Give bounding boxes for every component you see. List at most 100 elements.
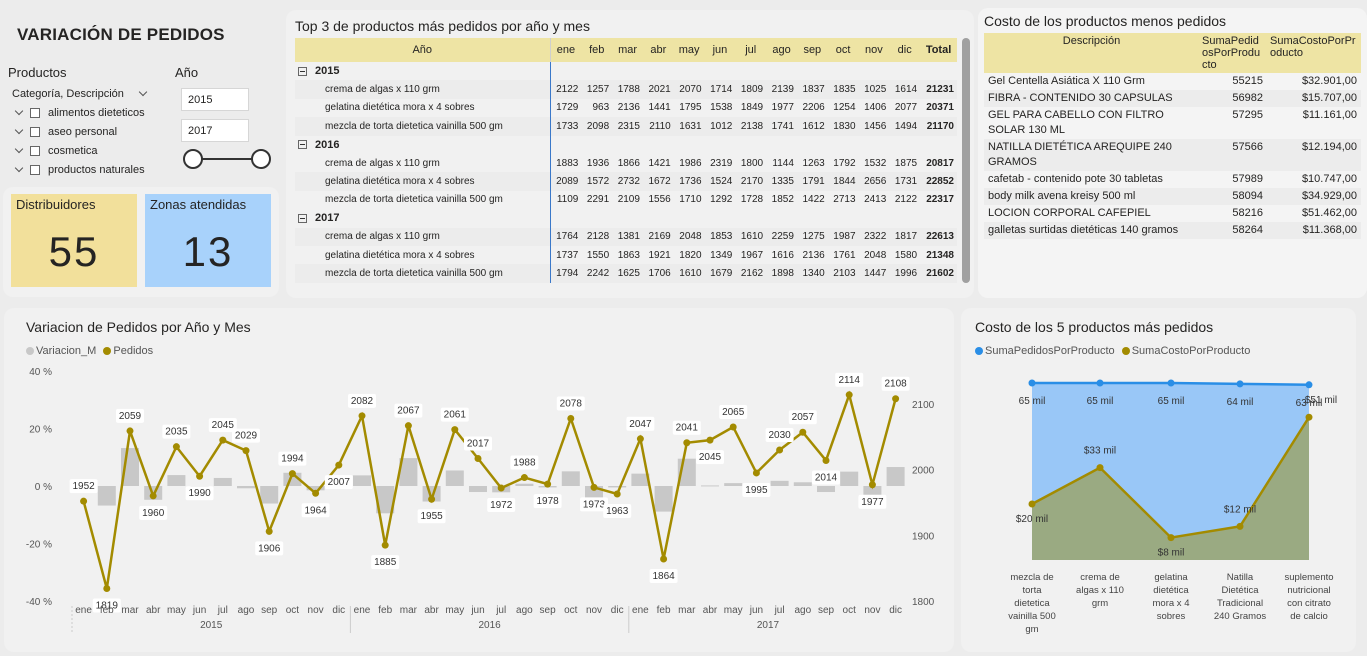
variacion-bar[interactable]	[237, 486, 255, 489]
checkbox[interactable]	[30, 164, 40, 175]
pedidos-point[interactable]	[126, 427, 134, 435]
chevron-down-icon[interactable]	[14, 106, 24, 116]
slicer-item[interactable]: productos naturales	[12, 160, 154, 179]
pedidos-point[interactable]	[729, 423, 737, 431]
pedidos-point[interactable]	[80, 497, 88, 505]
chevron-down-icon[interactable]	[14, 144, 24, 154]
variacion-bar[interactable]	[654, 486, 673, 512]
costo-point[interactable]	[1028, 500, 1036, 508]
costo-point[interactable]	[1236, 522, 1244, 530]
variacion-bar[interactable]	[561, 471, 580, 486]
legend-item[interactable]: Variacion_M	[36, 345, 97, 357]
slicer-item[interactable]: alimentos dieteticos	[12, 103, 154, 122]
col-month[interactable]: nov	[858, 38, 890, 62]
year-slider-start-handle[interactable]	[183, 149, 203, 169]
col-month[interactable]: ago	[766, 38, 797, 62]
col-month[interactable]: oct	[827, 38, 859, 62]
col-month[interactable]: may	[673, 38, 705, 62]
slicer-item[interactable]: cosmetica	[12, 141, 154, 160]
pedidos-point[interactable]	[474, 455, 482, 463]
checkbox[interactable]	[30, 107, 40, 118]
col-descripcion[interactable]: Descripción	[984, 33, 1199, 73]
variacion-bar[interactable]	[701, 485, 719, 487]
col-month[interactable]: sep	[796, 38, 828, 62]
pedidos-point[interactable]	[776, 446, 784, 454]
legend-item[interactable]: SumaCostoPorProducto	[1131, 345, 1251, 357]
pedidos-point[interactable]	[149, 492, 157, 500]
pedidos-point[interactable]	[1305, 381, 1313, 389]
collapse-icon[interactable]	[298, 140, 307, 150]
pedidos-point[interactable]	[196, 472, 204, 480]
pedidos-point[interactable]	[892, 395, 900, 403]
costo-point[interactable]	[1305, 413, 1313, 421]
collapse-icon[interactable]	[298, 66, 307, 76]
col-month[interactable]: jun	[704, 38, 736, 62]
pedidos-point[interactable]	[845, 391, 853, 399]
col-suma-pedidos[interactable]: SumaPedidosPorProducto	[1199, 33, 1267, 73]
collapse-icon[interactable]	[298, 213, 307, 223]
year-cell[interactable]: 2016	[295, 135, 551, 154]
variacion-bar[interactable]	[260, 486, 279, 504]
pedidos-point[interactable]	[1236, 380, 1244, 388]
pedidos-point[interactable]	[636, 435, 644, 443]
legend-item[interactable]: Pedidos	[113, 345, 154, 357]
year-to-input[interactable]: 2017	[181, 119, 249, 142]
pedidos-point[interactable]	[103, 585, 111, 593]
variacion-bar[interactable]	[724, 483, 743, 486]
col-month[interactable]: abr	[642, 38, 674, 62]
pedidos-point[interactable]	[1028, 379, 1036, 387]
pedidos-point[interactable]	[242, 447, 250, 455]
col-month[interactable]: feb	[581, 38, 613, 62]
pedidos-point[interactable]	[868, 481, 876, 489]
year-from-input[interactable]: 2015	[181, 88, 249, 111]
matrix-scrollbar[interactable]	[962, 38, 970, 283]
col-total[interactable]: Total	[920, 38, 957, 62]
pedidos-point[interactable]	[428, 495, 436, 503]
pedidos-point[interactable]	[799, 428, 807, 436]
checkbox[interactable]	[30, 126, 40, 137]
variacion-bar[interactable]	[422, 486, 441, 502]
col-anio[interactable]: Año	[295, 38, 551, 62]
variacion-bar[interactable]	[445, 470, 464, 486]
costo-point[interactable]	[1167, 534, 1175, 542]
col-month[interactable]: ene	[550, 38, 582, 62]
pedidos-point[interactable]	[404, 422, 412, 430]
variacion-bar[interactable]	[631, 473, 650, 486]
variacion-bar[interactable]	[213, 477, 232, 486]
pedidos-point[interactable]	[613, 490, 621, 498]
pedidos-point[interactable]	[265, 527, 273, 535]
pedidos-point[interactable]	[358, 412, 366, 420]
col-month[interactable]: jul	[735, 38, 767, 62]
pedidos-point[interactable]	[590, 483, 598, 491]
variacion-bar[interactable]	[770, 480, 789, 486]
pedidos-point[interactable]	[1167, 379, 1175, 387]
col-suma-costo[interactable]: SumaCostoPorProducto	[1267, 33, 1361, 73]
pedidos-point[interactable]	[335, 461, 343, 469]
variacion-bar[interactable]	[515, 483, 534, 486]
variacion-bar[interactable]	[399, 458, 418, 486]
chevron-down-icon[interactable]	[138, 87, 148, 97]
pedidos-point[interactable]	[544, 480, 552, 488]
costo-point[interactable]	[1096, 464, 1104, 472]
variacion-bar[interactable]	[608, 486, 627, 488]
variacion-bar[interactable]	[97, 486, 116, 506]
variacion-bar[interactable]	[353, 475, 371, 486]
chevron-down-icon[interactable]	[14, 125, 24, 135]
variacion-bar[interactable]	[817, 486, 835, 493]
pedidos-point[interactable]	[219, 436, 227, 444]
variacion-bar[interactable]	[840, 471, 859, 486]
checkbox[interactable]	[30, 145, 40, 156]
year-slider-track[interactable]	[193, 158, 261, 160]
col-month[interactable]: mar	[612, 38, 643, 62]
variacion-bar[interactable]	[376, 486, 395, 514]
variacion-bar[interactable]	[306, 486, 325, 491]
pedidos-point[interactable]	[822, 456, 830, 464]
legend-item[interactable]: SumaPedidosPorProducto	[985, 345, 1115, 357]
pedidos-point[interactable]	[706, 436, 714, 444]
chevron-down-icon[interactable]	[14, 163, 24, 173]
pedidos-point[interactable]	[567, 414, 575, 422]
year-cell[interactable]: 2017	[295, 209, 551, 228]
pedidos-point[interactable]	[497, 484, 505, 492]
slicer-item[interactable]: aseo personal	[12, 122, 154, 141]
pedidos-point[interactable]	[172, 443, 180, 451]
